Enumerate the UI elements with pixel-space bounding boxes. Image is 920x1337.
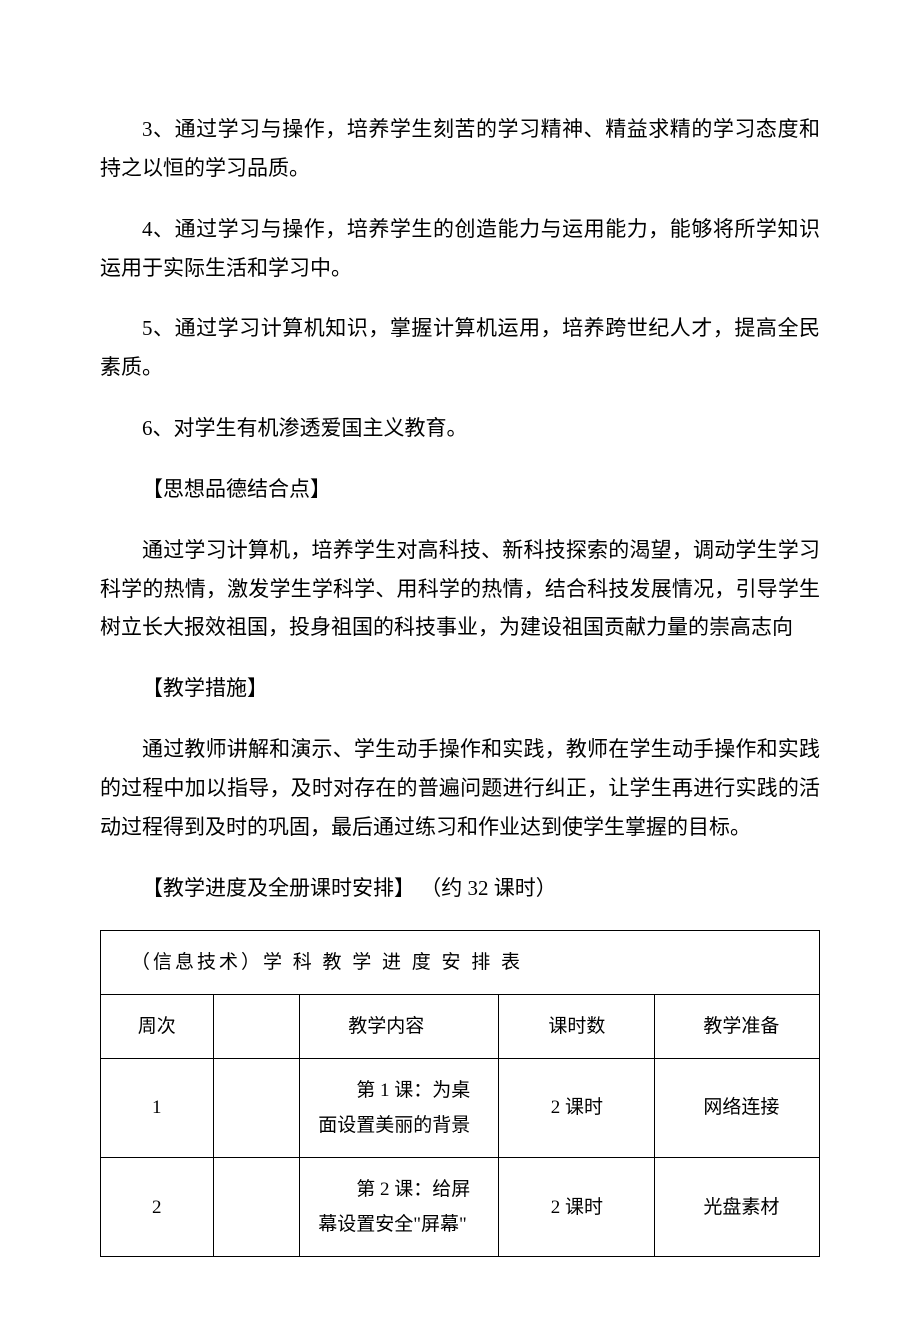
paragraph-6: 6、对学生有机渗透爱国主义教育。: [100, 409, 820, 448]
cell-hours: 2 课时: [499, 1058, 655, 1157]
cell-empty: [213, 1158, 300, 1257]
cell-content: 第 1 课：为桌面设置美丽的背景: [300, 1058, 499, 1157]
cell-empty: [213, 1058, 300, 1157]
table-title: （信息技术）学 科 教 学 进 度 安 排 表: [101, 930, 820, 994]
header-empty: [213, 994, 300, 1058]
paragraph-4: 4、通过学习与操作，培养学生的创造能力与运用能力，能够将所学知识运用于实际生活和…: [100, 210, 820, 288]
header-prep: 教学准备: [655, 994, 820, 1058]
cell-prep: 网络连接: [655, 1058, 820, 1157]
table-row: 1 第 1 课：为桌面设置美丽的背景 2 课时 网络连接: [101, 1058, 820, 1157]
schedule-table: （信息技术）学 科 教 学 进 度 安 排 表 周次 教学内容 课时数 教学准备…: [100, 930, 820, 1258]
cell-week: 1: [101, 1058, 214, 1157]
cell-content: 第 2 课：给屏幕设置安全"屏幕": [300, 1158, 499, 1257]
header-content: 教学内容: [300, 994, 499, 1058]
paragraph-5: 5、通过学习计算机知识，掌握计算机运用，培养跨世纪人才，提高全民素质。: [100, 309, 820, 387]
paragraph-3: 3、通过学习与操作，培养学生刻苦的学习精神、精益求精的学习态度和持之以恒的学习品…: [100, 110, 820, 188]
table-title-row: （信息技术）学 科 教 学 进 度 安 排 表: [101, 930, 820, 994]
schedule-heading: 【教学进度及全册课时安排】 （约 32 课时）: [100, 869, 820, 908]
measures-content: 通过教师讲解和演示、学生动手操作和实践，教师在学生动手操作和实践的过程中加以指导…: [100, 730, 820, 847]
moral-heading: 【思想品德结合点】: [100, 470, 820, 509]
moral-content: 通过学习计算机，培养学生对高科技、新科技探索的渴望，调动学生学习科学的热情，激发…: [100, 531, 820, 648]
cell-week: 2: [101, 1158, 214, 1257]
cell-hours: 2 课时: [499, 1158, 655, 1257]
table-header-row: 周次 教学内容 课时数 教学准备: [101, 994, 820, 1058]
measures-heading: 【教学措施】: [100, 669, 820, 708]
cell-prep: 光盘素材: [655, 1158, 820, 1257]
header-week: 周次: [101, 994, 214, 1058]
header-hours: 课时数: [499, 994, 655, 1058]
table-row: 2 第 2 课：给屏幕设置安全"屏幕" 2 课时 光盘素材: [101, 1158, 820, 1257]
